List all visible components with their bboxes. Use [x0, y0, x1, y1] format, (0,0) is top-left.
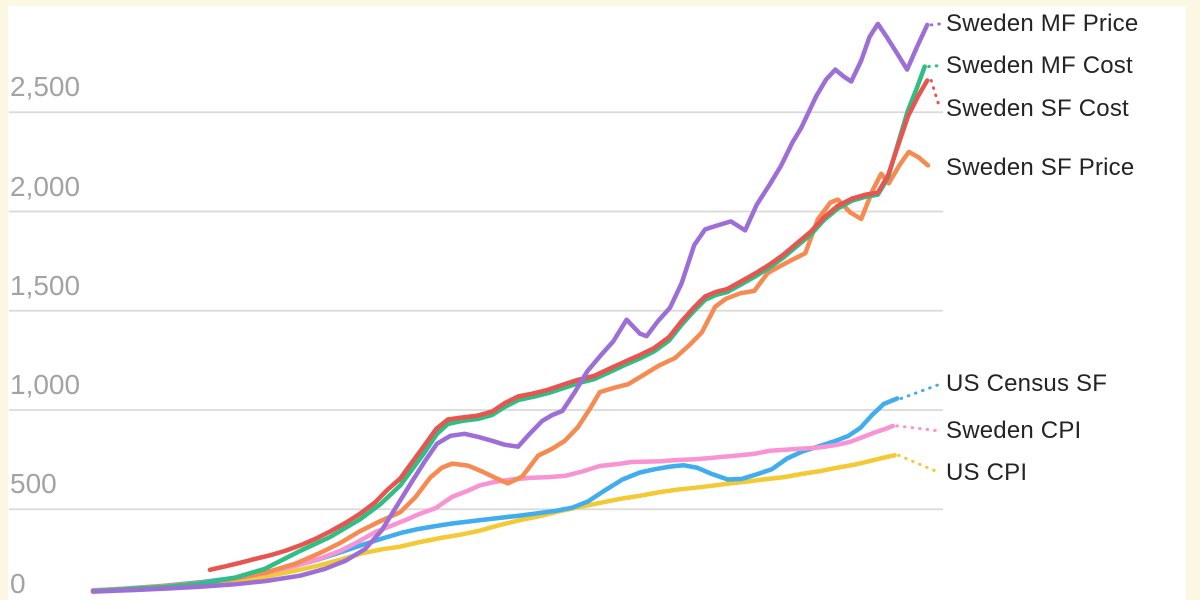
series-label-sweden-mf-cost: Sweden MF Cost — [946, 51, 1133, 79]
y-tick-label-0: 0 — [10, 567, 26, 599]
line-sweden-mf-price — [90, 21, 930, 594]
chart-panel — [8, 6, 1186, 600]
y-tick-label-1000: 1,000 — [10, 369, 81, 400]
leader-sweden-cpi — [895, 424, 942, 433]
leader-us-cpi — [897, 453, 942, 475]
line-us-census-sf — [90, 396, 900, 593]
line-sweden-sf-price — [90, 149, 931, 593]
series-label-us-cpi: US CPI — [946, 458, 1028, 486]
leader-sweden-mf-cost — [927, 64, 942, 69]
line-sweden-sf-cost — [207, 78, 930, 573]
series-label-sweden-mf-price: Sweden MF Price — [946, 9, 1139, 37]
y-tick-label-2500: 2,500 — [10, 71, 81, 103]
line-sweden-mf-cost — [90, 64, 927, 594]
series-label-us-census-sf: US Census SF — [946, 370, 1108, 398]
leader-sweden-mf-price — [929, 22, 942, 27]
leader-sweden-sf-cost — [929, 79, 942, 111]
y-tick-label-2000: 2,000 — [10, 170, 81, 202]
line-sweden-cpi — [90, 423, 896, 593]
y-tick-label-1500: 1,500 — [10, 269, 81, 301]
series-label-sweden-sf-cost: Sweden SF Cost — [946, 94, 1129, 122]
y-tick-label-500: 500 — [10, 468, 57, 500]
series-label-sweden-sf-price: Sweden SF Price — [946, 154, 1135, 182]
leader-us-census-sf — [899, 382, 942, 400]
series-label-sweden-cpi: Sweden CPI — [946, 417, 1082, 445]
